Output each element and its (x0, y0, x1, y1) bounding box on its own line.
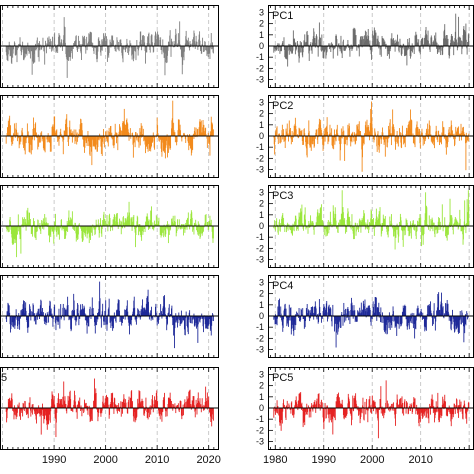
panel-label: PC3 (272, 190, 293, 202)
y-tick-label: -3 (256, 345, 264, 355)
y-tick-label: -1 (256, 52, 264, 62)
y-tick-label: 0 (259, 131, 264, 141)
y-tick-label: 3 (259, 97, 264, 107)
panel-8: 3 210-1-2 -3 PC4 (256, 275, 474, 358)
y-tick-label: 0 (259, 311, 264, 321)
panel-6: 3 210-1-2 -3 PC3 (256, 185, 474, 268)
panel-2: 3 210-1-2 -3 PC1 (256, 5, 474, 88)
y-tick-label: -2 (256, 333, 264, 343)
y-tick-label: -1 (256, 142, 264, 152)
y-tick-label: -3 (256, 255, 264, 265)
panel-label: PC1 (272, 10, 293, 22)
y-tick-label: 2 (259, 19, 264, 29)
y-tick-label: -2 (256, 63, 264, 73)
panel-5 (0, 185, 219, 268)
panel-1 (0, 5, 219, 88)
panel-label: PC4 (272, 280, 293, 292)
y-tick-label: 1 (259, 30, 264, 40)
panel-label: PC2 (272, 100, 293, 112)
panel-7 (0, 275, 219, 358)
y-tick-label: -3 (256, 165, 264, 175)
y-tick-label: 0 (259, 41, 264, 51)
y-tick-label: 3 (259, 7, 264, 17)
panel-3 (0, 95, 219, 178)
y-tick-label: 1 (259, 210, 264, 220)
y-tick-label: 3 (259, 277, 264, 287)
y-tick-label: -1 (256, 232, 264, 242)
panel-4: 3 210-1-2 -3 PC2 (256, 95, 474, 178)
y-tick-label: -1 (256, 322, 264, 332)
y-tick-label: 2 (259, 289, 264, 299)
y-tick-label: 1 (259, 120, 264, 130)
y-tick-label: -2 (256, 243, 264, 253)
y-tick-label: 2 (259, 199, 264, 209)
y-tick-label: 2 (259, 109, 264, 119)
y-tick-label: -3 (256, 75, 264, 85)
y-tick-label: 0 (259, 221, 264, 231)
y-tick-label: 3 (259, 187, 264, 197)
y-tick-label: 1 (259, 300, 264, 310)
y-tick-label: -2 (256, 153, 264, 163)
